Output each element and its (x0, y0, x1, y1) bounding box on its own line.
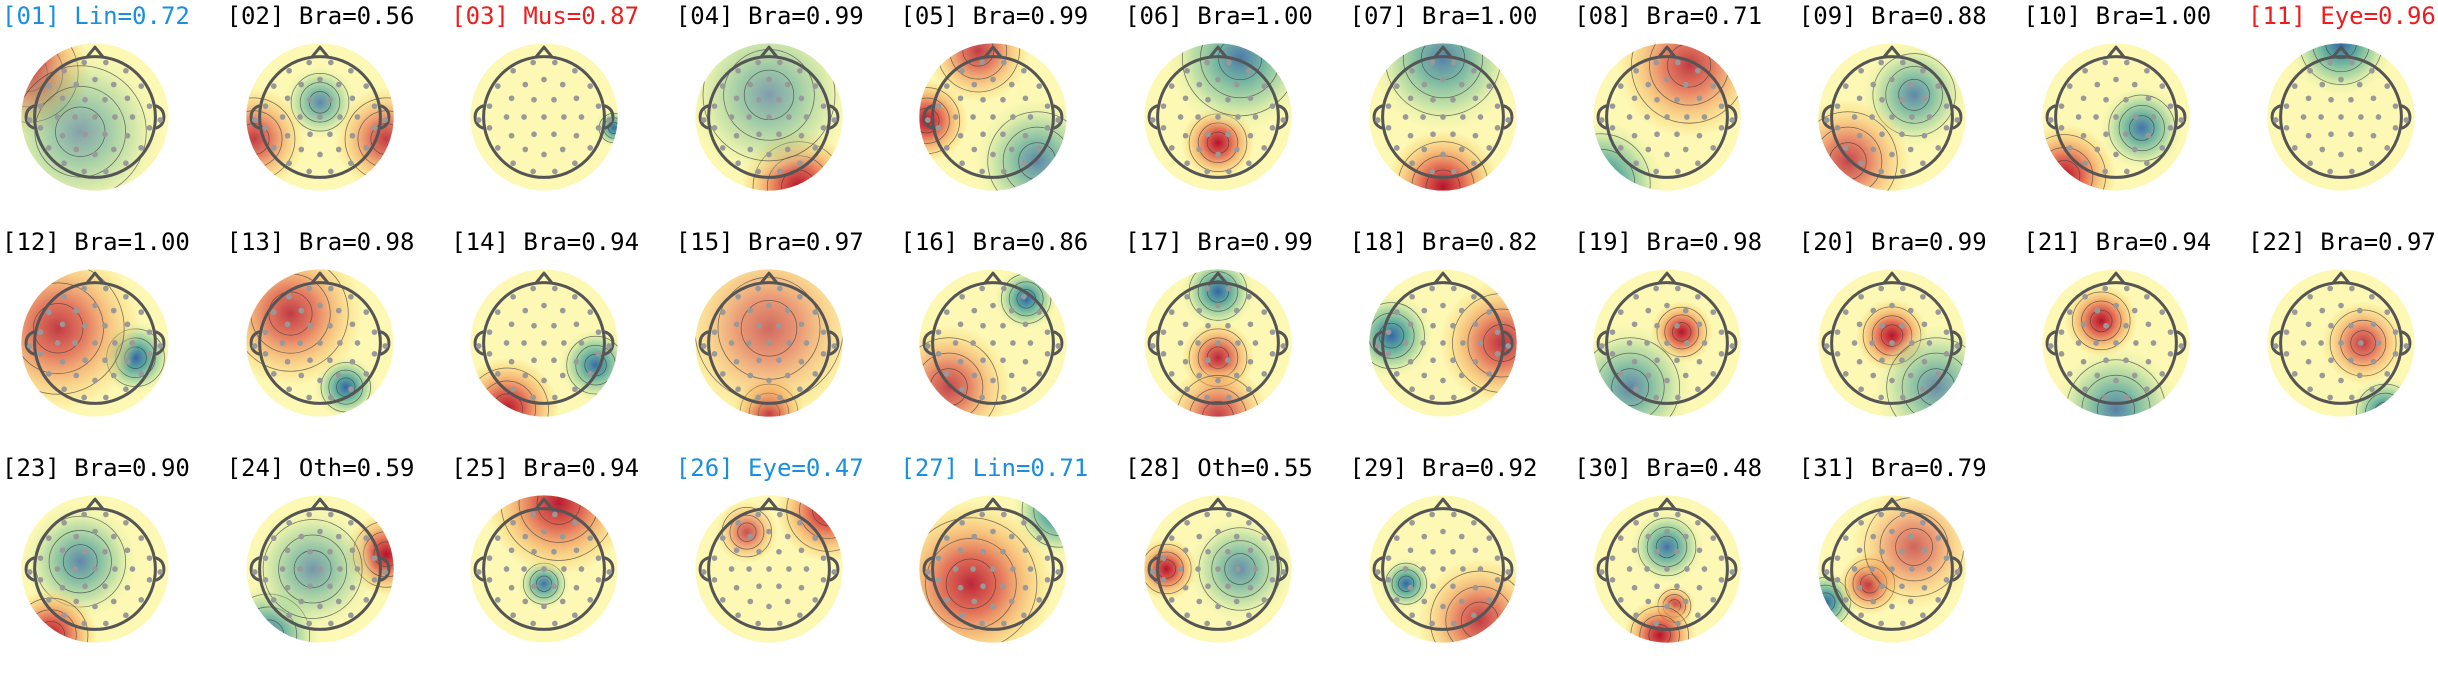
component-cell: [11] Eye=0.96 (2248, 2, 2438, 222)
component-cell: [05] Bra=0.99 (900, 2, 1126, 222)
scalp-topomap-icon (470, 43, 618, 191)
scalp-topomap-icon (2267, 269, 2415, 417)
component-cell: [31] Bra=0.79 (1799, 454, 2025, 674)
field-map (919, 269, 1068, 417)
component-label: [07] Bra=1.00 (1349, 2, 1538, 30)
scalp-topomap-icon (1818, 495, 1966, 643)
scalp-topomap-icon (695, 269, 843, 417)
component-cell: [09] Bra=0.88 (1799, 2, 2025, 222)
component-cell: [07] Bra=1.00 (1350, 2, 1576, 222)
component-label: [03] Mus=0.87 (451, 2, 640, 30)
field-map (1818, 269, 1966, 417)
component-cell: [30] Bra=0.48 (1574, 454, 1800, 674)
component-cell: [04] Bra=0.99 (676, 2, 902, 222)
component-cell: [27] Lin=0.71 (900, 454, 1126, 674)
scalp-topomap-icon (1818, 269, 1966, 417)
component-label: [20] Bra=0.99 (1798, 228, 1987, 256)
component-label: [22] Bra=0.97 (2248, 228, 2436, 256)
component-cell: [26] Eye=0.47 (676, 454, 902, 674)
component-cell: [15] Bra=0.97 (676, 228, 902, 448)
scalp-topomap-icon (919, 43, 1068, 191)
component-label: [18] Bra=0.82 (1349, 228, 1538, 256)
scalp-topomap-icon (1144, 495, 1292, 643)
component-label: [30] Bra=0.48 (1574, 454, 1763, 482)
scalp-topomap-icon (245, 269, 394, 417)
component-label: [12] Bra=1.00 (2, 228, 190, 256)
component-cell: [03] Mus=0.87 (451, 2, 677, 222)
component-label: [17] Bra=0.99 (1125, 228, 1313, 256)
scalp-topomap-icon (919, 495, 1068, 643)
scalp-topomap-icon (21, 495, 169, 643)
component-cell: [10] Bra=1.00 (2023, 2, 2249, 222)
component-label: [09] Bra=0.88 (1798, 2, 1987, 30)
component-cell: [08] Bra=0.71 (1574, 2, 1800, 222)
component-cell: [17] Bra=0.99 (1125, 228, 1351, 448)
component-cell: [28] Oth=0.55 (1125, 454, 1351, 674)
component-cell: [02] Bra=0.56 (227, 2, 453, 222)
scalp-topomap-icon (245, 495, 394, 643)
component-label: [24] Oth=0.59 (226, 454, 415, 482)
component-label: [25] Bra=0.94 (451, 454, 640, 482)
component-label: [01] Lin=0.72 (2, 2, 190, 30)
scalp-topomap-icon (1144, 269, 1292, 417)
component-cell: [06] Bra=1.00 (1125, 2, 1351, 222)
component-cell: [18] Bra=0.82 (1350, 228, 1576, 448)
component-label: [04] Bra=0.99 (675, 2, 864, 30)
component-label: [31] Bra=0.79 (1798, 454, 1987, 482)
component-label: [15] Bra=0.97 (675, 228, 864, 256)
component-cell: [19] Bra=0.98 (1574, 228, 1800, 448)
component-cell: [14] Bra=0.94 (451, 228, 677, 448)
scalp-topomap-icon (245, 43, 394, 191)
scalp-topomap-icon (21, 269, 169, 417)
component-label: [27] Lin=0.71 (900, 454, 1089, 482)
scalp-topomap-icon (1144, 43, 1292, 191)
scalp-topomap-icon (695, 495, 843, 643)
component-label: [14] Bra=0.94 (451, 228, 640, 256)
component-label: [29] Bra=0.92 (1349, 454, 1538, 482)
component-cell: [01] Lin=0.72 (2, 2, 228, 222)
component-label: [19] Bra=0.98 (1574, 228, 1763, 256)
component-cell: [13] Bra=0.98 (227, 228, 453, 448)
component-label: [11] Eye=0.96 (2248, 2, 2436, 30)
component-cell: [21] Bra=0.94 (2023, 228, 2249, 448)
scalp-topomap-icon (1368, 43, 1517, 191)
component-label: [05] Bra=0.99 (900, 2, 1089, 30)
component-label: [16] Bra=0.86 (900, 228, 1089, 256)
scalp-topomap-icon (1368, 269, 1517, 417)
component-cell: [25] Bra=0.94 (451, 454, 677, 674)
component-label: [26] Eye=0.47 (675, 454, 864, 482)
scalp-topomap-icon (2042, 269, 2191, 417)
scalp-topomap-icon (470, 495, 618, 643)
component-label: [10] Bra=1.00 (2023, 2, 2212, 30)
component-label: [21] Bra=0.94 (2023, 228, 2212, 256)
component-label: [02] Bra=0.56 (226, 2, 415, 30)
component-label: [06] Bra=1.00 (1125, 2, 1313, 30)
scalp-topomap-icon (1593, 495, 1741, 643)
component-label: [13] Bra=0.98 (226, 228, 415, 256)
component-cell: [16] Bra=0.86 (900, 228, 1126, 448)
component-cell: [22] Bra=0.97 (2248, 228, 2438, 448)
component-cell: [20] Bra=0.99 (1799, 228, 2025, 448)
component-cell: [29] Bra=0.92 (1350, 454, 1576, 674)
component-cell: [12] Bra=1.00 (2, 228, 228, 448)
scalp-topomap-icon (695, 43, 843, 191)
scalp-topomap-icon (21, 43, 169, 191)
component-cell: [24] Oth=0.59 (227, 454, 453, 674)
scalp-topomap-icon (1593, 269, 1741, 417)
scalp-topomap-icon (470, 269, 618, 417)
scalp-topomap-icon (2267, 43, 2415, 191)
scalp-topomap-icon (1368, 495, 1517, 643)
scalp-topomap-icon (1593, 43, 1741, 191)
scalp-topomap-icon (919, 269, 1068, 417)
component-label: [28] Oth=0.55 (1125, 454, 1313, 482)
component-label: [23] Bra=0.90 (2, 454, 190, 482)
scalp-topomap-icon (2042, 43, 2191, 191)
component-label: [08] Bra=0.71 (1574, 2, 1763, 30)
scalp-topomap-icon (1818, 43, 1966, 191)
component-cell: [23] Bra=0.90 (2, 454, 228, 674)
